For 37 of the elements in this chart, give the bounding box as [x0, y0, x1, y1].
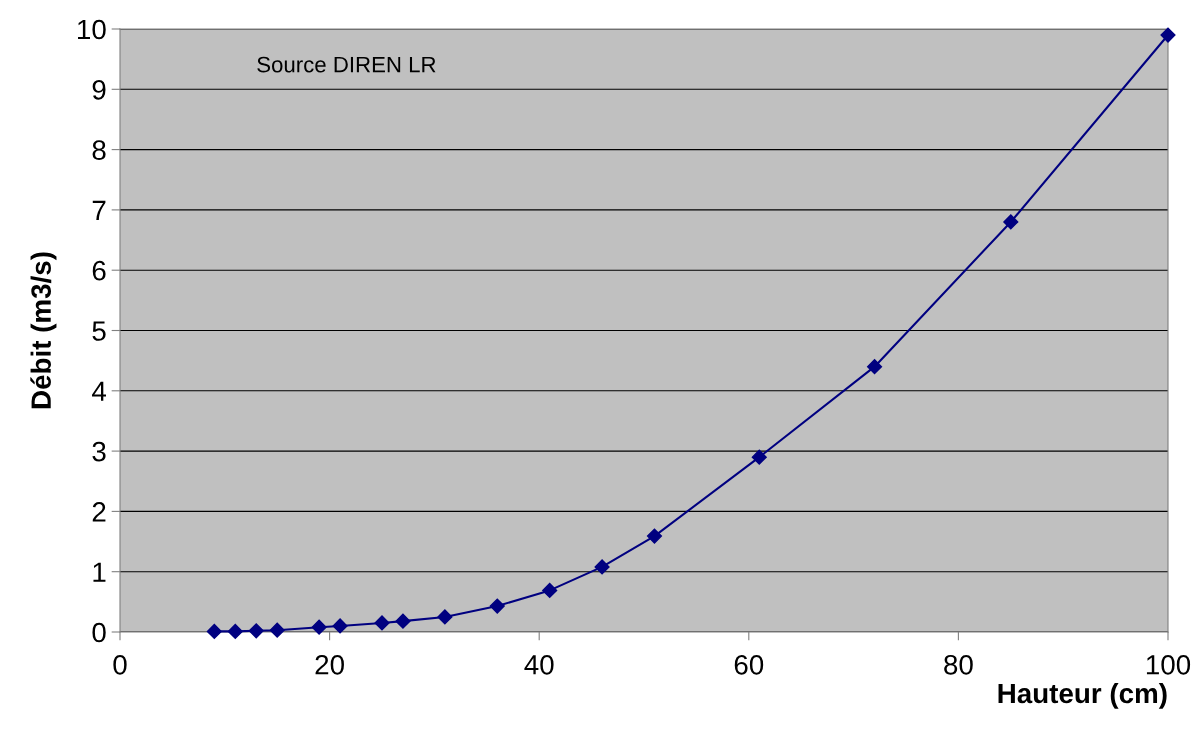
point: [227, 623, 243, 639]
x-tick-label: 80: [944, 654, 973, 675]
point: [437, 609, 453, 625]
point: [866, 359, 883, 375]
x-tick-label: 60: [734, 654, 764, 675]
x-tick-label: 40: [524, 654, 554, 675]
point: [489, 598, 505, 614]
point: [206, 623, 222, 639]
annotation: Source DIREN LR: [257, 56, 436, 73]
y-tick-label: 9: [92, 79, 106, 100]
point: [374, 615, 390, 631]
x-tick-label: 100: [1146, 654, 1191, 675]
y-tick-label: 7: [92, 200, 106, 220]
y-tick-label: 8: [92, 140, 106, 160]
y-tick-label: 0: [92, 622, 106, 643]
y-tick-label: 6: [92, 260, 106, 281]
point: [1160, 27, 1176, 43]
y-tick-label: 10: [78, 19, 106, 40]
y-tick-label: 2: [92, 502, 106, 522]
point: [311, 619, 327, 635]
point: [332, 618, 348, 634]
point: [1003, 214, 1019, 230]
x-axis-title: Hauteur (cm): [998, 682, 1167, 709]
point: [395, 613, 411, 629]
point: [646, 528, 663, 544]
y-tick-label: 3: [92, 441, 106, 462]
point: [751, 449, 767, 465]
x-tick-label: 0: [113, 654, 127, 675]
point: [542, 582, 558, 598]
y-axis-title: Débit (m3/s): [30, 252, 57, 409]
y-tick-label: 5: [92, 321, 106, 341]
point: [269, 622, 285, 638]
y-tick-label: 1: [93, 562, 106, 582]
point: [594, 559, 610, 575]
y-tick-label: 4: [92, 381, 106, 401]
point: [248, 623, 264, 639]
x-tick-label: 20: [315, 654, 344, 675]
